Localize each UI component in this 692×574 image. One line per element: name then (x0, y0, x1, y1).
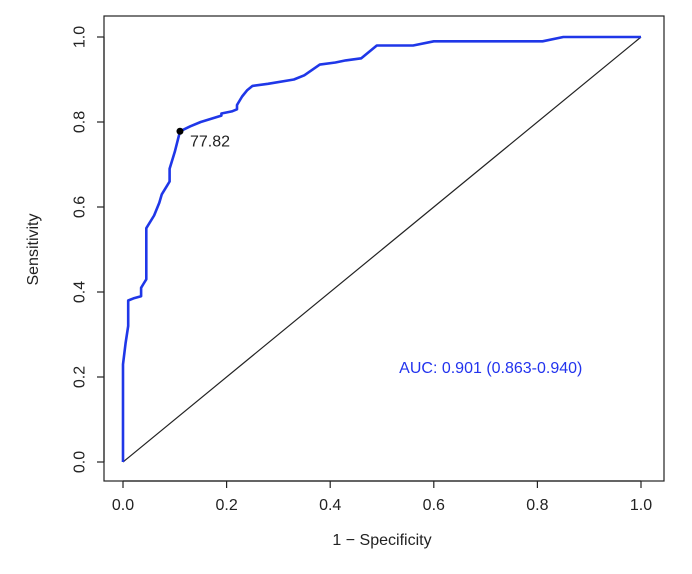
x-tick-label: 0.2 (215, 497, 237, 514)
x-axis-label: 1 − Specificity (332, 532, 431, 549)
x-tick-label: 0.4 (319, 497, 341, 514)
x-tick-label: 1.0 (630, 497, 652, 514)
cutoff-point (176, 127, 184, 135)
roc-curve-series (121, 35, 641, 462)
auc-annotation: AUC: 0.901 (0.863-0.940) (399, 360, 582, 377)
y-tick-label: 0.6 (72, 196, 89, 218)
y-tick-label: 1.0 (72, 26, 89, 48)
y-tick-label: 0.0 (72, 451, 89, 473)
y-axis-label: Sensitivity (25, 213, 42, 285)
x-axis: 0.0 0.2 0.4 0.6 0.8 1.0 (112, 480, 652, 514)
cutoff-label: 77.82 (190, 133, 230, 150)
x-tick-label: 0.0 (112, 497, 134, 514)
y-axis: 0.0 0.2 0.4 0.6 0.8 1.0 (72, 26, 105, 473)
reference-diagonal-line (122, 36, 642, 463)
y-tick-label: 0.2 (72, 366, 89, 388)
x-tick-label: 0.8 (526, 497, 548, 514)
x-tick-label: 0.6 (423, 497, 445, 514)
y-tick-label: 0.8 (72, 111, 89, 133)
y-tick-label: 0.4 (72, 281, 89, 303)
